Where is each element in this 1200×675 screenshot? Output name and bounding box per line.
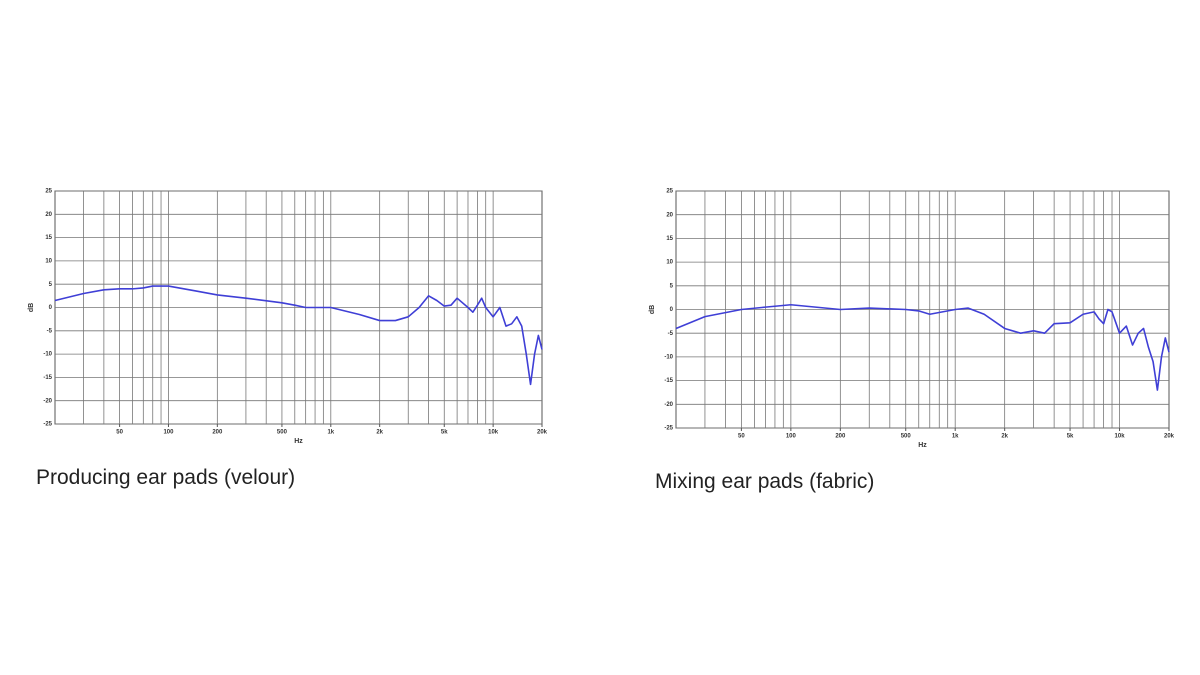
y-tick-label: 20 bbox=[666, 212, 673, 218]
y-tick-label: 0 bbox=[670, 307, 674, 313]
x-tick-label: 10k bbox=[488, 430, 499, 436]
response-line bbox=[675, 303, 1170, 391]
x-tick-label: 500 bbox=[901, 434, 912, 440]
y-tick-label: 15 bbox=[666, 236, 673, 242]
y-tick-label: -15 bbox=[664, 378, 673, 384]
y-tick-label: -25 bbox=[664, 426, 673, 432]
y-tick-label: 15 bbox=[45, 235, 52, 241]
y-tick-label: 10 bbox=[666, 260, 673, 266]
x-tick-label: 200 bbox=[835, 434, 846, 440]
x-tick-label: 50 bbox=[738, 434, 745, 440]
y-tick-label: 25 bbox=[45, 189, 52, 195]
y-tick-label: -25 bbox=[43, 422, 52, 428]
chart-caption: Mixing ear pads (fabric) bbox=[655, 470, 874, 493]
y-tick-label: -10 bbox=[43, 352, 52, 358]
x-tick-label: 500 bbox=[277, 430, 288, 436]
y-tick-label: -20 bbox=[43, 398, 52, 404]
x-tick-label: 2k bbox=[376, 430, 383, 436]
y-tick-label: -10 bbox=[664, 354, 673, 360]
x-tick-label: 2k bbox=[1001, 434, 1008, 440]
y-tick-label: -15 bbox=[43, 375, 52, 381]
y-tick-label: 0 bbox=[49, 305, 53, 311]
x-tick-label: 5k bbox=[441, 430, 448, 436]
response-line bbox=[54, 285, 543, 386]
x-tick-label: 20k bbox=[1164, 434, 1175, 440]
y-tick-label: 5 bbox=[49, 282, 53, 288]
y-tick-label: -5 bbox=[47, 328, 53, 334]
x-tick-label: 50 bbox=[116, 430, 123, 436]
x-tick-label: 10k bbox=[1115, 434, 1126, 440]
x-tick-label: 5k bbox=[1067, 434, 1074, 440]
chart-caption: Producing ear pads (velour) bbox=[36, 466, 295, 489]
y-axis-label: dB bbox=[649, 305, 656, 314]
y-tick-label: 5 bbox=[670, 283, 674, 289]
y-tick-label: 20 bbox=[45, 212, 52, 218]
x-axis-label: Hz bbox=[294, 438, 303, 445]
x-tick-label: 100 bbox=[786, 434, 797, 440]
x-axis-label: Hz bbox=[918, 442, 927, 449]
x-tick-label: 20k bbox=[537, 430, 548, 436]
y-axis-label: dB bbox=[28, 303, 35, 312]
x-tick-label: 1k bbox=[327, 430, 334, 436]
y-tick-label: 10 bbox=[45, 258, 52, 264]
x-tick-label: 100 bbox=[163, 430, 174, 436]
y-tick-label: -5 bbox=[668, 331, 674, 337]
x-tick-label: 200 bbox=[212, 430, 223, 436]
y-tick-label: 25 bbox=[666, 189, 673, 195]
y-tick-label: -20 bbox=[664, 402, 673, 408]
x-tick-label: 1k bbox=[952, 434, 959, 440]
